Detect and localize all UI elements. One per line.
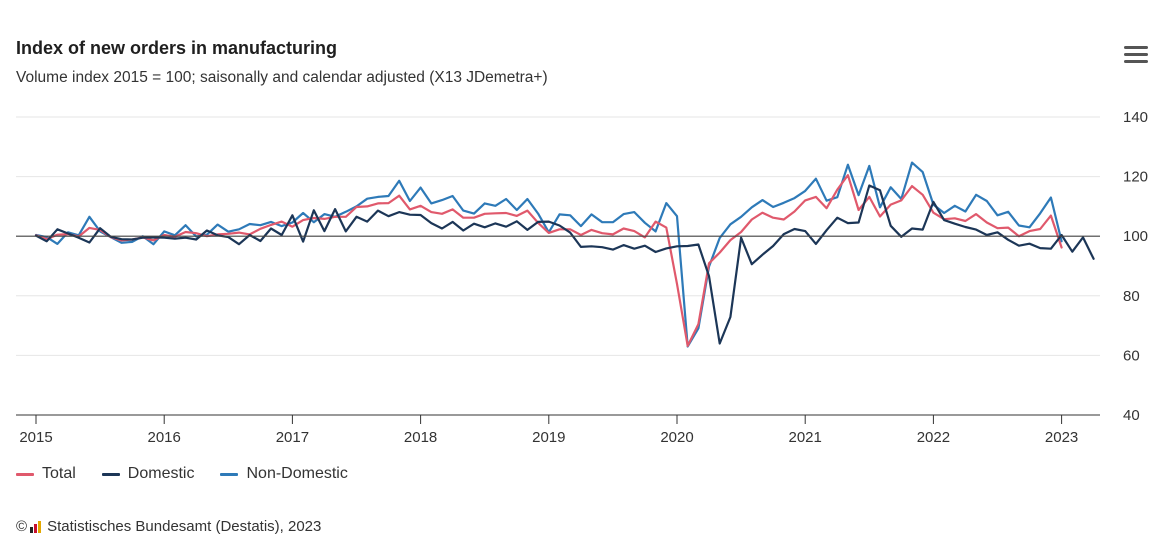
legend: Total Domestic Non-Domestic [16, 465, 348, 483]
series-line-total [34, 174, 1063, 347]
legend-label-domestic: Domestic [127, 465, 195, 482]
legend-swatch-domestic [101, 472, 120, 476]
x-tick-label-2022: 2022 [917, 429, 950, 446]
legend-swatch-total [16, 472, 34, 476]
legend-label-non-domestic: Non-Domestic [246, 465, 348, 482]
hamburger-menu-icon[interactable] [1124, 46, 1148, 66]
legend-label-total: Total [42, 465, 76, 482]
copyright-symbol: © [16, 518, 28, 535]
x-tick-label-2016: 2016 [148, 429, 181, 446]
x-tick-label-2017: 2017 [276, 429, 309, 446]
chart-subtitle: Volume index 2015 = 100; saisonally and … [16, 69, 548, 86]
y-tick-label-100: 100 [1123, 228, 1148, 245]
legend-swatch-non-domestic [220, 472, 239, 476]
series-line-domestic [34, 184, 1095, 345]
x-tick-label-2023: 2023 [1045, 429, 1078, 446]
y-tick-label-140: 140 [1123, 109, 1148, 126]
x-tick-label-2018: 2018 [404, 429, 437, 446]
x-tick-label-2020: 2020 [660, 429, 693, 446]
x-tick-label-2015: 2015 [19, 429, 52, 446]
legend-item-non-domestic[interactable]: Non-Domestic [220, 465, 348, 483]
y-tick-label-40: 40 [1123, 407, 1140, 424]
legend-item-domestic[interactable]: Domestic [101, 465, 195, 483]
chart-title: Index of new orders in manufacturing [16, 38, 338, 58]
destatis-logo-icon [30, 520, 42, 533]
y-tick-label-80: 80 [1123, 288, 1140, 305]
y-tick-label-120: 120 [1123, 169, 1148, 186]
source-footer: © Statistisches Bundesamt (Destatis), 20… [16, 518, 321, 535]
source-text: Statistisches Bundesamt (Destatis), 2023 [47, 518, 322, 535]
legend-item-total[interactable]: Total [16, 465, 76, 483]
x-tick-label-2019: 2019 [532, 429, 565, 446]
y-tick-label-60: 60 [1123, 347, 1140, 364]
x-tick-label-2021: 2021 [789, 429, 822, 446]
